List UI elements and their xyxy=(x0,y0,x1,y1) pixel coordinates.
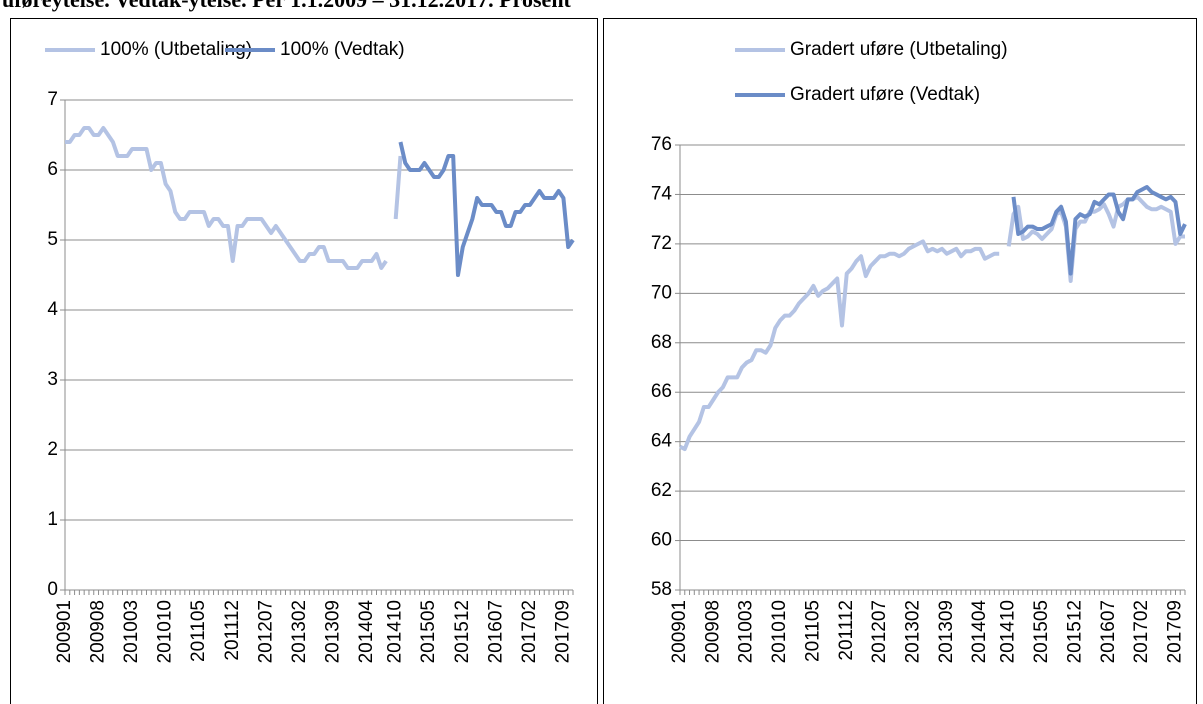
y-tick-label: 70 xyxy=(651,282,672,303)
x-tick-label: 201709 xyxy=(552,600,573,663)
x-tick-label: 201607 xyxy=(485,600,506,663)
x-tick-label: 201302 xyxy=(289,600,310,663)
x-tick-label: 201505 xyxy=(418,600,439,663)
x-tick-label: 201702 xyxy=(1131,600,1152,663)
x-tick-label: 201112 xyxy=(222,600,243,661)
y-tick-label: 0 xyxy=(47,579,58,600)
x-tick-label: 201112 xyxy=(836,600,857,661)
x-tick-label: 201309 xyxy=(936,600,957,663)
x-tick-label: 201003 xyxy=(736,600,757,663)
y-tick-label: 1 xyxy=(47,509,58,530)
x-tick-label: 200908 xyxy=(88,600,109,663)
data-line xyxy=(1011,185,1187,276)
x-tick-label: 201410 xyxy=(385,600,406,663)
x-tick-label: 201404 xyxy=(356,600,377,664)
x-tick-label: 201003 xyxy=(121,600,142,663)
legend-label: Gradert uføre (Utbetaling) xyxy=(790,39,1008,60)
data-line xyxy=(679,194,1185,452)
legend-label: Gradert uføre (Vedtak) xyxy=(790,84,980,105)
y-tick-label: 68 xyxy=(651,332,672,353)
y-tick-label: 4 xyxy=(47,299,58,320)
y-tick-label: 6 xyxy=(47,159,58,180)
y-tick-label: 58 xyxy=(651,579,672,600)
panel-frame xyxy=(603,18,1197,704)
x-tick-label: 201309 xyxy=(322,600,343,663)
x-tick-label: 201410 xyxy=(998,600,1019,663)
y-tick-label: 62 xyxy=(651,480,672,501)
y-tick-label: 5 xyxy=(47,229,58,250)
legend-label: 100% (Vedtak) xyxy=(280,39,405,60)
y-tick-label: 7 xyxy=(47,89,58,110)
x-tick-label: 201010 xyxy=(769,600,790,663)
x-tick-label: 201709 xyxy=(1164,600,1185,663)
x-tick-label: 201505 xyxy=(1031,600,1052,663)
y-tick-label: 72 xyxy=(651,233,672,254)
page-title: uføreytelse. Vedtak-ytelse. Per 1.1.2009… xyxy=(2,0,572,12)
x-tick-label: 201702 xyxy=(519,600,540,663)
y-tick-label: 60 xyxy=(651,530,672,551)
y-tick-label: 74 xyxy=(651,183,673,204)
x-tick-label: 201404 xyxy=(969,600,990,664)
panel-frame xyxy=(10,18,598,704)
data-line xyxy=(398,141,575,277)
y-tick-label: 3 xyxy=(47,369,58,390)
x-tick-label: 200901 xyxy=(54,600,75,663)
x-tick-label: 201607 xyxy=(1098,600,1119,663)
x-tick-label: 201207 xyxy=(869,600,890,663)
x-tick-label: 201010 xyxy=(155,600,176,663)
y-tick-label: 64 xyxy=(651,431,673,452)
x-tick-label: 201512 xyxy=(1064,600,1085,663)
data-line xyxy=(65,126,403,270)
x-tick-label: 201105 xyxy=(188,600,209,662)
y-tick-label: 2 xyxy=(47,439,58,460)
x-tick-label: 201512 xyxy=(452,600,473,663)
y-tick-label: 66 xyxy=(651,381,672,402)
x-tick-label: 200901 xyxy=(669,600,690,663)
x-tick-label: 201302 xyxy=(902,600,923,663)
x-tick-label: 201207 xyxy=(255,600,276,663)
legend-label: 100% (Utbetaling) xyxy=(100,39,252,60)
y-tick-label: 76 xyxy=(651,134,672,155)
x-tick-label: 200908 xyxy=(702,600,723,663)
x-tick-label: 201105 xyxy=(802,600,823,662)
